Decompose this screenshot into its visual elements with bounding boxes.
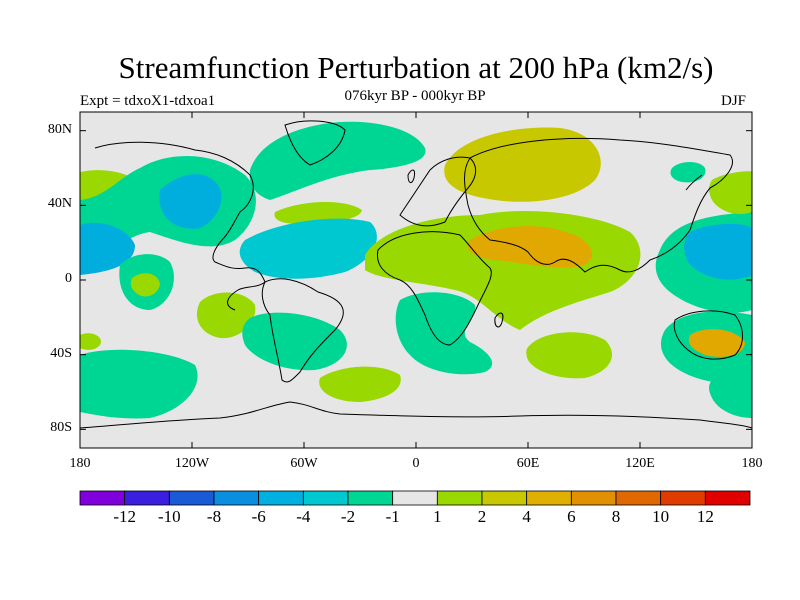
contour-north-atlantic-negative xyxy=(249,121,426,200)
coast-north-america xyxy=(94,141,266,311)
contour-north-america-core xyxy=(159,174,222,229)
contour-caribbean-negative xyxy=(239,218,377,279)
lon-tick-label: 120E xyxy=(625,456,655,471)
colorbar-label: 6 xyxy=(567,507,576,526)
lon-tick-label: 60E xyxy=(516,456,540,471)
contour-southwest-pacific-positive xyxy=(80,333,101,350)
coast-japan xyxy=(685,174,703,191)
colorbar-box xyxy=(302,490,349,506)
colorbar-box xyxy=(124,490,170,506)
contour-eurasia-positive xyxy=(444,127,601,202)
contour-southern-ocean-west-negative xyxy=(80,349,198,419)
colorbar-box xyxy=(392,490,438,506)
contour-australia-positive xyxy=(688,329,745,357)
map-canvas xyxy=(80,112,752,448)
lon-tick-label: 120W xyxy=(174,456,210,471)
colorbar-label: -6 xyxy=(251,507,266,526)
coast-uk xyxy=(407,169,415,183)
colorbar-box xyxy=(347,490,394,506)
colorbar-box xyxy=(660,490,706,506)
contour-atlantic-positive-strip xyxy=(274,201,362,224)
contour-west-pacific-core xyxy=(684,223,752,280)
colorbar-label: -2 xyxy=(340,507,356,526)
lat-tick-label: 80S xyxy=(50,420,72,436)
colorbar-label: -4 xyxy=(296,507,311,526)
colorbar-label: -12 xyxy=(113,507,136,526)
lon-tick-label: 180 xyxy=(741,456,763,471)
contour-south-pacific-positive xyxy=(196,292,256,339)
lat-tick-label: 40N xyxy=(47,196,72,212)
colorbar-box xyxy=(258,490,304,506)
colorbar-label: -1 xyxy=(385,507,400,526)
season-label: DJF xyxy=(721,93,747,109)
colorbar-label: -8 xyxy=(206,507,222,526)
contour-southern-ocean-positive xyxy=(319,366,401,402)
coast-south-america xyxy=(261,278,344,383)
colorbar-box xyxy=(436,490,483,506)
colorbar-label: 10 xyxy=(652,507,670,526)
colorbar-label: 8 xyxy=(611,507,621,526)
coast-antarctica xyxy=(80,401,752,429)
contour-east-pacific-positive xyxy=(130,273,160,297)
colorbar-box xyxy=(526,490,572,506)
lon-tick-label: 60W xyxy=(290,456,318,471)
coast-europe xyxy=(399,156,477,227)
contour-southern-indian-negative xyxy=(709,372,752,418)
colorbar-label: -10 xyxy=(157,507,181,526)
coast-australia xyxy=(673,310,743,360)
lat-tick-label: 0 xyxy=(65,271,72,286)
chart-subtitle: 076kyr BP - 000kyr BP xyxy=(344,88,486,104)
coast-africa xyxy=(376,231,492,346)
contour-regions xyxy=(80,121,752,419)
colorbar-box xyxy=(615,490,662,506)
lat-tick-label: 40S xyxy=(50,345,72,361)
contour-indian-ocean-positive xyxy=(526,332,613,379)
contour-japan-negative xyxy=(670,162,706,183)
contour-central-pacific-negative xyxy=(80,222,135,275)
coast-asia xyxy=(464,137,733,273)
colorbar-box xyxy=(213,490,260,506)
coast-madagascar xyxy=(494,312,504,328)
lon-ticks xyxy=(79,112,753,448)
chart-title: Streamfunction Perturbation at 200 hPa (… xyxy=(118,50,714,85)
contour-south-atlantic-negative xyxy=(395,292,493,375)
colorbar-label: 1 xyxy=(433,507,442,526)
colorbar-label: 2 xyxy=(477,507,487,526)
contour-south-america-negative xyxy=(242,312,347,371)
coastlines xyxy=(80,120,752,429)
colorbar-box xyxy=(704,490,751,506)
colorbar xyxy=(79,490,751,506)
colorbar-box xyxy=(570,490,617,506)
lon-tick-label: 180 xyxy=(69,456,91,471)
colorbar-box xyxy=(79,490,126,506)
colorbar-box xyxy=(481,490,528,506)
experiment-label: Expt = tdxoX1-tdxoa1 xyxy=(80,93,216,109)
colorbar-label: 12 xyxy=(696,507,714,526)
lat-tick-label: 80N xyxy=(47,121,72,137)
colorbar-label: 4 xyxy=(522,507,531,526)
coast-greenland xyxy=(284,120,346,166)
lon-tick-label: 0 xyxy=(412,456,420,471)
colorbar-box xyxy=(168,490,215,506)
contour-south-asia-positive xyxy=(467,226,593,268)
lat-ticks xyxy=(80,130,752,430)
